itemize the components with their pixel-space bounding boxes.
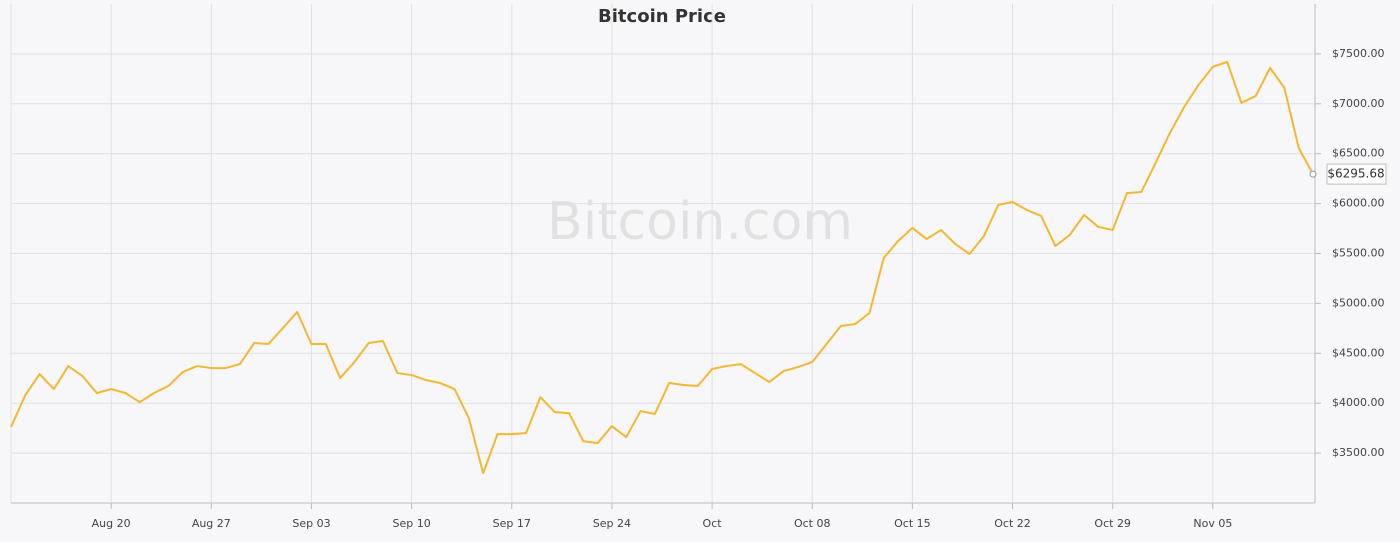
y-tick-label: $4500.00 — [1332, 346, 1385, 359]
x-tick-label: Oct — [703, 517, 723, 530]
x-tick-label: Oct 29 — [1094, 517, 1131, 530]
x-tick-label: Aug 27 — [192, 517, 231, 530]
watermark: Bitcoin.com — [547, 192, 853, 252]
x-tick-label: Nov 05 — [1193, 517, 1232, 530]
chart-title: Bitcoin Price — [598, 6, 726, 27]
x-tick-label: Sep 17 — [493, 517, 531, 530]
y-tick-label: $5500.00 — [1332, 247, 1385, 260]
price-line — [10, 60, 1314, 475]
value-label: $6295.68 — [1327, 167, 1384, 181]
x-tick-label: Sep 10 — [392, 517, 430, 530]
y-tick-label: $6500.00 — [1332, 147, 1385, 160]
x-tick-label: Sep 24 — [593, 517, 631, 530]
y-tick-label: $4000.00 — [1332, 396, 1385, 409]
x-tick-label: Sep 03 — [292, 517, 330, 530]
y-tick-label: $7500.00 — [1332, 47, 1385, 60]
x-tick-label: Oct 15 — [894, 517, 931, 530]
x-tick-label: Aug 20 — [92, 517, 131, 530]
y-tick-label: $5000.00 — [1332, 296, 1385, 309]
x-tick-label: Oct 08 — [794, 517, 831, 530]
x-tick-label: Oct 22 — [994, 517, 1031, 530]
y-tick-label: $6000.00 — [1332, 197, 1385, 210]
y-tick-label: $3500.00 — [1332, 446, 1385, 459]
y-tick-label: $7000.00 — [1332, 97, 1385, 110]
value-label-box — [1326, 163, 1387, 185]
last-point — [1309, 170, 1317, 178]
